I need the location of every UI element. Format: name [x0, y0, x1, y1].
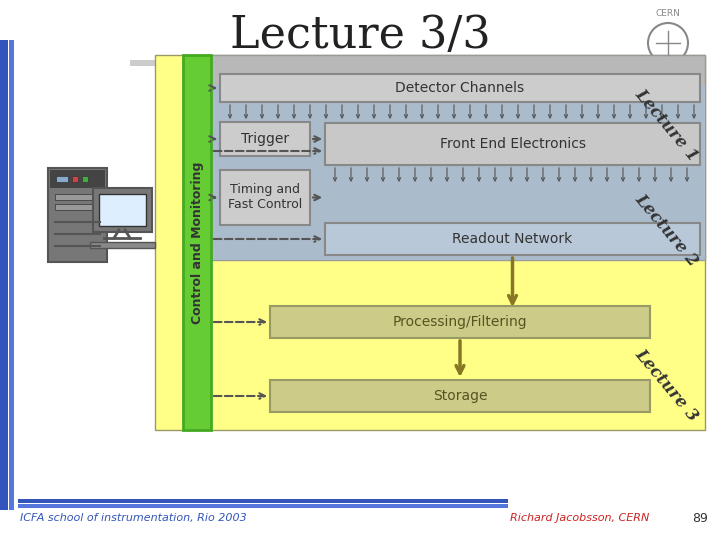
FancyBboxPatch shape	[155, 55, 705, 430]
FancyBboxPatch shape	[220, 74, 700, 102]
Text: Lecture 2: Lecture 2	[631, 191, 702, 269]
FancyBboxPatch shape	[72, 176, 78, 182]
Text: Lecture 1: Lecture 1	[631, 85, 702, 165]
FancyBboxPatch shape	[200, 85, 705, 260]
Text: CERN: CERN	[656, 9, 680, 18]
FancyBboxPatch shape	[325, 123, 700, 165]
Text: Processing/Filtering: Processing/Filtering	[392, 315, 527, 329]
Text: Storage: Storage	[433, 389, 487, 403]
FancyBboxPatch shape	[0, 40, 8, 510]
FancyBboxPatch shape	[55, 194, 100, 200]
FancyBboxPatch shape	[93, 188, 152, 232]
FancyBboxPatch shape	[220, 122, 310, 156]
FancyBboxPatch shape	[50, 170, 105, 188]
Text: Front End Electronics: Front End Electronics	[439, 137, 585, 151]
FancyBboxPatch shape	[99, 194, 146, 226]
Text: 89: 89	[692, 511, 708, 524]
FancyBboxPatch shape	[200, 55, 705, 260]
FancyBboxPatch shape	[183, 55, 211, 430]
Text: Trigger: Trigger	[241, 132, 289, 146]
FancyBboxPatch shape	[18, 499, 508, 503]
Text: ICFA school of instrumentation, Rio 2003: ICFA school of instrumentation, Rio 2003	[20, 513, 247, 523]
Text: Lecture 3: Lecture 3	[631, 346, 702, 424]
FancyBboxPatch shape	[220, 170, 310, 225]
Text: Detector Channels: Detector Channels	[395, 81, 525, 95]
FancyBboxPatch shape	[130, 60, 560, 66]
FancyBboxPatch shape	[270, 306, 650, 338]
Text: Readout Network: Readout Network	[452, 232, 572, 246]
FancyBboxPatch shape	[270, 380, 650, 412]
FancyBboxPatch shape	[56, 176, 68, 182]
Text: Richard Jacobsson, CERN: Richard Jacobsson, CERN	[510, 513, 649, 523]
FancyBboxPatch shape	[325, 223, 700, 255]
FancyBboxPatch shape	[90, 242, 155, 248]
FancyBboxPatch shape	[82, 176, 88, 182]
FancyBboxPatch shape	[55, 204, 100, 210]
Text: Timing and
Fast Control: Timing and Fast Control	[228, 184, 302, 212]
FancyBboxPatch shape	[9, 40, 14, 510]
Text: Lecture 3/3: Lecture 3/3	[230, 14, 490, 57]
FancyBboxPatch shape	[48, 168, 107, 262]
Text: Control and Monitoring: Control and Monitoring	[191, 161, 204, 323]
FancyBboxPatch shape	[18, 504, 508, 508]
